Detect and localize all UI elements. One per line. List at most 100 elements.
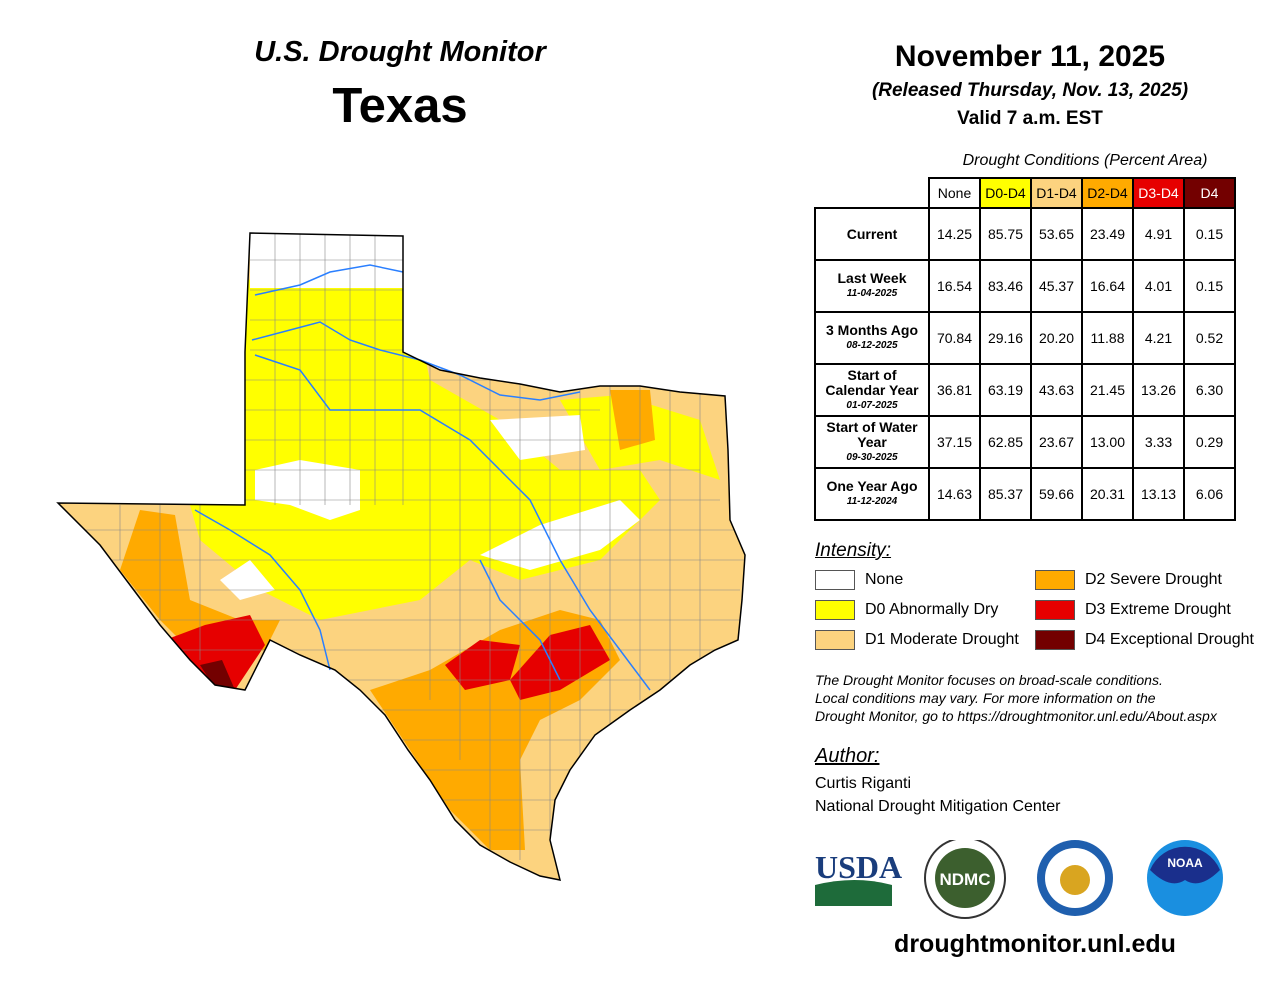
note-line: Local conditions may vary. For more info… [815,690,1156,706]
row-label-text: Start of Calendar Year [825,366,919,398]
table-cell: 63.19 [979,363,1032,417]
row-label: One Year Ago 11-12-2024 [814,467,930,521]
author-org: National Drought Mitigation Center [815,798,1061,815]
table-row: 3 Months Ago 08-12-2025 70.84 29.16 20.20 11.… [814,311,1236,365]
table-cell: 23.67 [1030,415,1083,469]
note-line: Drought Monitor, go to https://droughtmo… [815,708,1217,724]
map-subtitle: U.S. Drought Monitor [254,36,546,68]
row-label-text: Current [846,225,898,242]
disclaimer-note: The Drought Monitor focuses on broad-sca… [815,671,1265,725]
table-cell: 53.65 [1030,207,1083,261]
legend-label: D2 Severe Drought [1085,571,1222,588]
row-label: Start of Water Year 09-30-2025 [814,415,930,469]
column-header-d1-d4: D1-D4 [1030,177,1083,209]
column-header-d3-d4: D3-D4 [1132,177,1185,209]
legend-swatch [1035,630,1075,650]
table-cell: 23.49 [1081,207,1134,261]
row-label-text: One Year Ago [826,478,918,494]
table-cell: 59.66 [1030,467,1083,521]
author-info: Curtis Riganti National Drought Mitigati… [815,772,1060,818]
commerce-seal-logo [1037,840,1113,916]
note-line: The Drought Monitor focuses on broad-sca… [815,672,1163,688]
table-corner [815,178,929,209]
county-lines [60,233,745,860]
noaa-logo: NOAA [1147,840,1223,916]
table-cell: 43.63 [1030,363,1083,417]
table-cell: 21.45 [1081,363,1134,417]
table-cell: 0.15 [1183,259,1236,313]
row-label: 3 Months Ago 08-12-2025 [814,311,930,365]
d3-region [445,640,520,690]
legend-item: D0 Abnormally Dry [815,600,998,620]
d2-region [610,390,655,450]
table-cell: 36.81 [928,363,981,417]
legend-label: D4 Exceptional Drought [1085,631,1254,648]
table-cell: 62.85 [979,415,1032,469]
table-cell: 4.21 [1132,311,1185,365]
table-cell: 85.37 [979,467,1032,521]
legend-item: None [815,570,903,590]
column-header-none: None [928,177,981,209]
legend-swatch [815,570,855,590]
usda-logo: USDA [815,849,902,906]
table-cell: 11.88 [1081,311,1134,365]
table-cell: 0.52 [1183,311,1236,365]
texas-drought-map [57,232,746,881]
legend-item: D3 Extreme Drought [1035,600,1231,620]
row-label: Last Week 11-04-2025 [814,259,930,313]
table-cell: 6.06 [1183,467,1236,521]
table-cell: 70.84 [928,311,981,365]
row-label-text: 3 Months Ago [825,322,919,338]
table-cell: 45.37 [1030,259,1083,313]
footer-url[interactable]: droughtmonitor.unl.edu [894,930,1176,958]
legend-swatch [815,600,855,620]
table-cell: 14.25 [928,207,981,261]
table-row: One Year Ago 11-12-2024 14.63 85.37 59.66 20.… [814,467,1236,521]
legend-title: Intensity: [815,540,892,561]
svg-text:NOAA: NOAA [1167,856,1203,870]
author-title: Author: [815,745,880,767]
svg-text:USDA: USDA [815,849,902,885]
author-name: Curtis Riganti [815,775,912,792]
table-cell: 13.26 [1132,363,1185,417]
row-label: Start of Calendar Year 01-07-2025 [814,363,930,417]
table-cell: 16.54 [928,259,981,313]
table-cell: 14.63 [928,467,981,521]
table-cell: 85.75 [979,207,1032,261]
table-cell: 0.15 [1183,207,1236,261]
legend-item: D4 Exceptional Drought [1035,630,1254,650]
table-row: Start of Calendar Year 01-07-2025 36.81 63.… [814,363,1236,417]
row-date: 09-30-2025 [846,451,898,463]
d4-region [200,660,235,690]
map-date: November 11, 2025 [894,40,1166,73]
row-label-text: Start of Water Year [826,418,918,450]
rivers [194,264,651,691]
release-date: (Released Thursday, Nov. 13, 2025) [871,80,1189,101]
table-cell: 13.00 [1081,415,1134,469]
table-cell: 13.13 [1132,467,1185,521]
table-cell: 20.20 [1030,311,1083,365]
column-header-d0-d4: D0-D4 [979,177,1032,209]
table-cell: 3.33 [1132,415,1185,469]
state-title: Texas [332,79,468,133]
ndmc-logo: NDMC [924,840,1006,919]
legend-swatch [815,630,855,650]
table-cell: 20.31 [1081,467,1134,521]
none-region [490,415,585,460]
d3-region [510,625,610,700]
table-row: Last Week 11-04-2025 16.54 83.46 45.37 16.64 4… [814,259,1236,313]
table-cell: 37.15 [928,415,981,469]
logos: USDA NDMC NOAA [815,840,1223,919]
table-caption: Drought Conditions (Percent Area) [962,152,1208,169]
table-cell: 29.16 [979,311,1032,365]
table-cell: 83.46 [979,259,1032,313]
valid-time: Valid 7 a.m. EST [957,108,1103,129]
legend-label: None [865,571,904,588]
legend-label: D3 Extreme Drought [1085,601,1231,618]
row-date: 11-12-2024 [846,496,898,507]
table-cell: 4.91 [1132,207,1185,261]
table-cell: 6.30 [1183,363,1236,417]
table-cell: 4.01 [1132,259,1185,313]
drought-conditions-table: None D0-D4 D1-D4 D2-D4 D3-D4 D4 Current 14.25 8… [814,177,1236,521]
